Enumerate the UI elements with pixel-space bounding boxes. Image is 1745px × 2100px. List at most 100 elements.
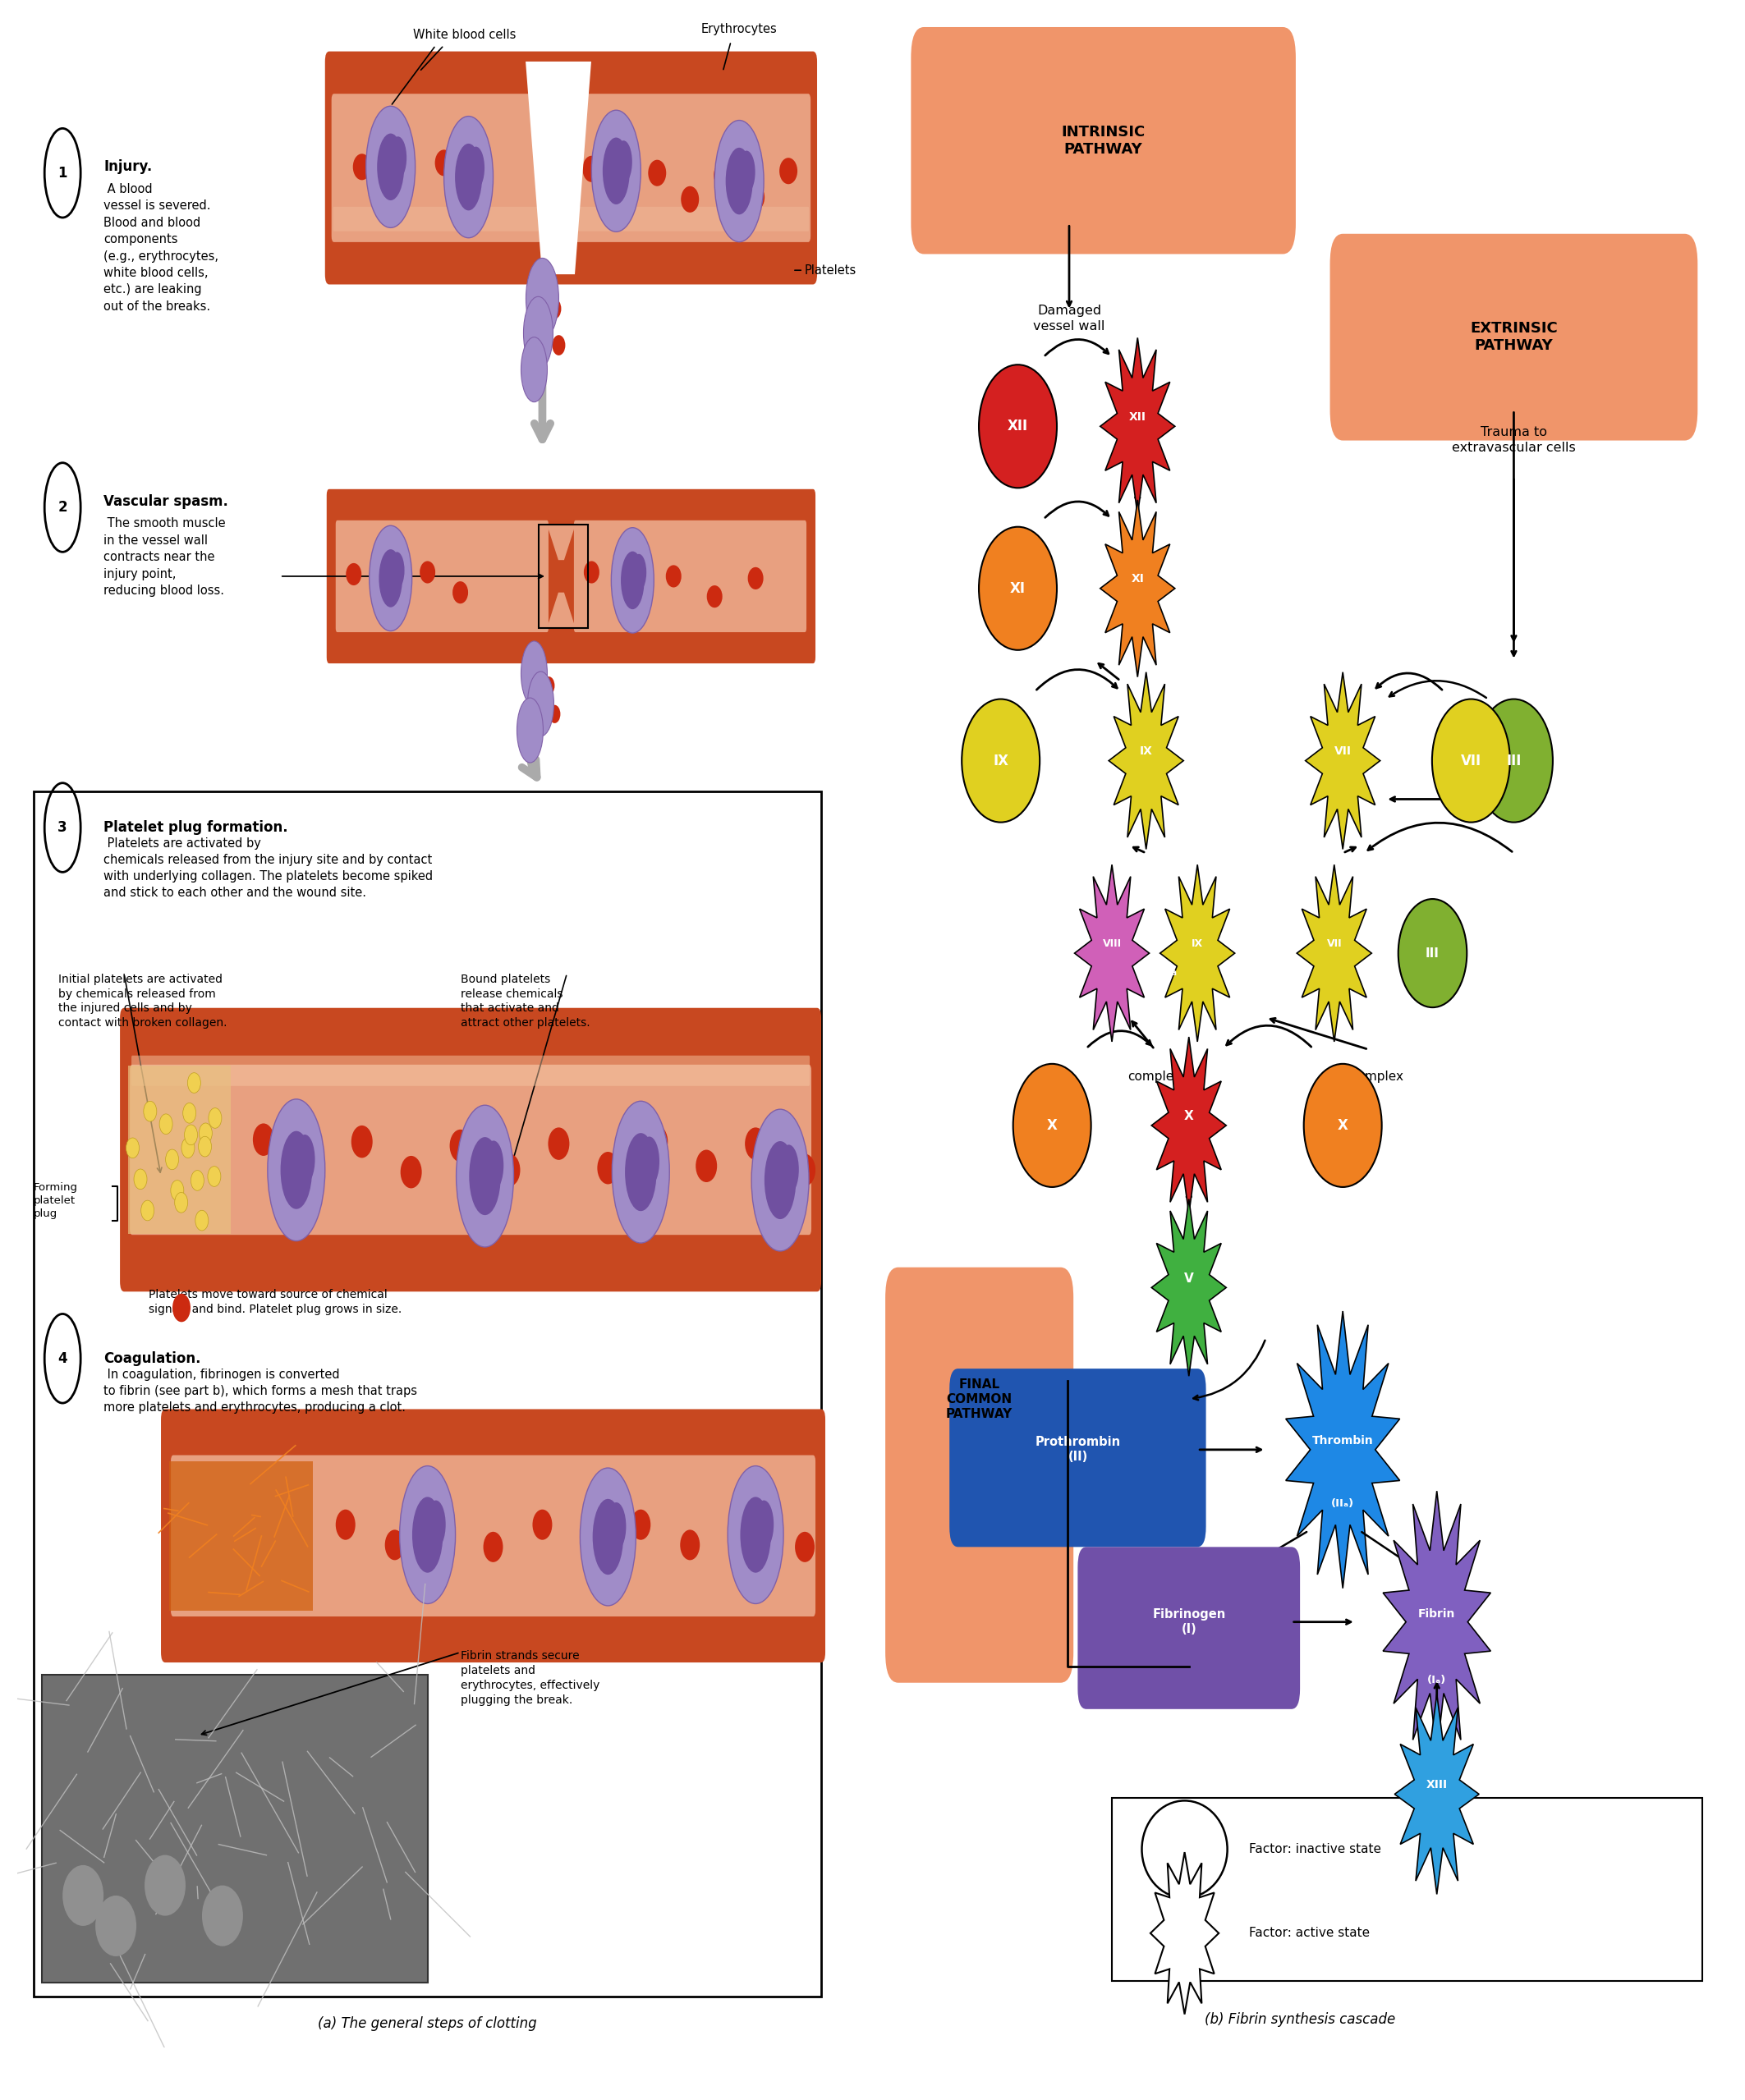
Ellipse shape (550, 187, 567, 212)
Text: (a) The general steps of clotting: (a) The general steps of clotting (318, 2016, 537, 2031)
Polygon shape (1160, 865, 1235, 1042)
Ellipse shape (625, 582, 640, 603)
Polygon shape (1099, 500, 1174, 676)
Ellipse shape (386, 185, 403, 210)
Ellipse shape (183, 1102, 195, 1124)
Text: The smooth muscle
in the vessel wall
contracts near the
injury point,
reducing b: The smooth muscle in the vessel wall con… (103, 517, 225, 596)
Circle shape (593, 1499, 623, 1575)
Ellipse shape (681, 1529, 700, 1560)
Text: Thrombin: Thrombin (1312, 1434, 1373, 1447)
Circle shape (412, 1497, 443, 1573)
Text: XII: XII (1007, 418, 1028, 435)
Ellipse shape (632, 1510, 651, 1539)
Circle shape (389, 136, 407, 178)
Ellipse shape (450, 1130, 471, 1161)
Text: complex: complex (1351, 1071, 1403, 1084)
Ellipse shape (550, 706, 560, 722)
Ellipse shape (351, 1126, 373, 1157)
Circle shape (740, 1497, 771, 1573)
Polygon shape (1152, 1037, 1227, 1214)
Ellipse shape (747, 185, 764, 210)
Ellipse shape (174, 1193, 188, 1212)
Text: a: a (1174, 603, 1181, 611)
Circle shape (455, 143, 482, 210)
Polygon shape (1108, 672, 1183, 848)
Ellipse shape (1304, 1065, 1382, 1186)
Text: Coagulation.: Coagulation. (103, 1350, 201, 1365)
Text: FINAL
COMMON
PATHWAY: FINAL COMMON PATHWAY (946, 1378, 1012, 1420)
Bar (539, 525, 588, 628)
Text: (b) Fibrin synthesis cascade: (b) Fibrin synthesis cascade (1204, 2012, 1396, 2026)
Ellipse shape (551, 336, 565, 355)
Ellipse shape (145, 1854, 185, 1915)
FancyBboxPatch shape (120, 1008, 822, 1292)
Text: III: III (1426, 947, 1440, 960)
FancyBboxPatch shape (335, 521, 548, 632)
Circle shape (738, 151, 756, 193)
Text: Factor: inactive state: Factor: inactive state (1249, 1844, 1380, 1856)
Ellipse shape (386, 1529, 405, 1560)
Ellipse shape (794, 1153, 815, 1186)
Ellipse shape (199, 1136, 211, 1157)
Ellipse shape (1475, 699, 1553, 823)
Circle shape (389, 552, 405, 588)
Text: (IIₐ): (IIₐ) (1331, 1497, 1354, 1510)
Text: a: a (1171, 968, 1176, 976)
Polygon shape (546, 592, 576, 628)
Text: complex: complex (1127, 1071, 1181, 1084)
Text: INTRINSIC
PATHWAY: INTRINSIC PATHWAY (1061, 124, 1145, 158)
Ellipse shape (581, 1529, 602, 1560)
Circle shape (632, 554, 646, 590)
Text: a: a (1389, 775, 1396, 783)
Ellipse shape (780, 158, 797, 185)
Circle shape (267, 1098, 325, 1241)
Circle shape (579, 1468, 635, 1607)
Circle shape (522, 338, 548, 401)
Ellipse shape (667, 565, 681, 588)
Text: Vascular spasm.: Vascular spasm. (103, 494, 229, 508)
Text: Damaged
vessel wall: Damaged vessel wall (1033, 304, 1105, 332)
Polygon shape (1099, 338, 1174, 514)
Text: Trauma to
extravascular cells: Trauma to extravascular cells (1452, 426, 1576, 454)
Ellipse shape (159, 1113, 173, 1134)
Text: XII: XII (1129, 412, 1146, 422)
Text: White blood cells: White blood cells (414, 29, 517, 42)
Ellipse shape (647, 160, 667, 187)
Text: X: X (1047, 1117, 1057, 1132)
FancyBboxPatch shape (574, 521, 806, 632)
Circle shape (639, 1136, 660, 1186)
Polygon shape (1152, 1199, 1227, 1376)
Text: Platelets move toward source of chemical
signals and bind. Platelet plug grows i: Platelets move toward source of chemical… (148, 1289, 401, 1315)
Polygon shape (1384, 1491, 1490, 1754)
FancyBboxPatch shape (131, 1056, 810, 1086)
FancyBboxPatch shape (171, 1455, 815, 1617)
Circle shape (728, 1466, 784, 1604)
Ellipse shape (532, 1510, 551, 1539)
Ellipse shape (141, 1201, 154, 1220)
Ellipse shape (597, 1151, 619, 1184)
FancyBboxPatch shape (332, 94, 811, 242)
Text: XIII: XIII (1426, 1779, 1448, 1791)
Text: VIII: VIII (1103, 939, 1122, 949)
Ellipse shape (548, 1128, 569, 1159)
Polygon shape (1075, 865, 1150, 1042)
Ellipse shape (126, 1138, 140, 1157)
Circle shape (611, 527, 654, 632)
Text: 1: 1 (58, 166, 68, 181)
Ellipse shape (187, 1073, 201, 1092)
Text: Fibrinogen
(I): Fibrinogen (I) (1152, 1609, 1225, 1636)
Ellipse shape (199, 1124, 213, 1142)
Ellipse shape (548, 298, 562, 319)
Circle shape (625, 1134, 656, 1212)
Text: III: III (1506, 754, 1522, 769)
Text: Fibrin strands secure
platelets and
erythrocytes, effectively
plugging the break: Fibrin strands secure platelets and eryt… (461, 1651, 600, 1705)
Bar (1112, 1798, 1701, 1980)
Ellipse shape (134, 1170, 147, 1189)
Text: a: a (1237, 968, 1242, 976)
Ellipse shape (583, 155, 600, 183)
Text: (Iₐ): (Iₐ) (1427, 1674, 1447, 1684)
Text: Forming
platelet
plug: Forming platelet plug (33, 1182, 79, 1218)
Text: EXTRINSIC
PATHWAY: EXTRINSIC PATHWAY (1469, 321, 1558, 353)
Text: VII: VII (1461, 754, 1482, 769)
Circle shape (752, 1109, 810, 1252)
